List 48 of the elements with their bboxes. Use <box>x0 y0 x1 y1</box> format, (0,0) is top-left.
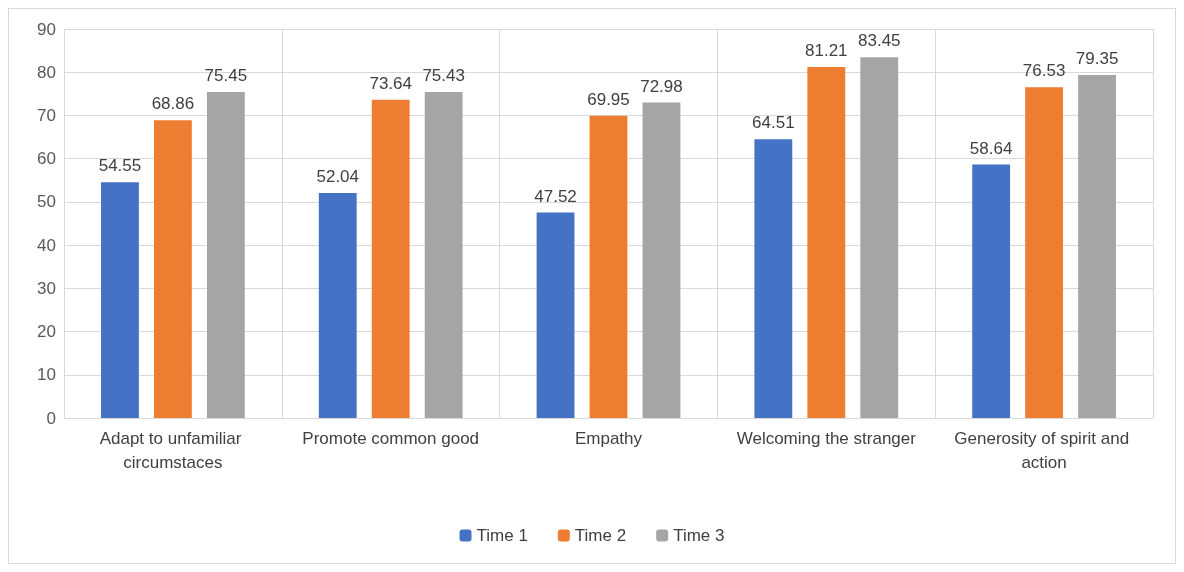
data-label: 73.64 <box>369 73 412 93</box>
y-tick-label: 40 <box>37 235 56 255</box>
bar <box>589 115 628 418</box>
y-tick-label: 10 <box>37 365 56 385</box>
bar <box>153 120 192 418</box>
data-label: 54.55 <box>98 156 142 176</box>
data-label: 68.86 <box>151 94 195 114</box>
data-label: 52.04 <box>316 167 360 187</box>
data-label: 83.45 <box>857 31 901 51</box>
x-tick-label: Promote common good <box>302 428 480 448</box>
bar <box>318 193 357 418</box>
legend-label: Time 2 <box>574 526 627 545</box>
bar <box>1025 87 1064 418</box>
data-label: 79.35 <box>1075 49 1119 69</box>
data-label: 72.98 <box>640 76 683 96</box>
y-tick-label: 80 <box>37 62 56 82</box>
data-label: 76.53 <box>1022 61 1066 81</box>
data-label: 64.51 <box>752 113 795 133</box>
y-tick-label: 0 <box>46 408 56 428</box>
y-tick-label: 60 <box>37 149 56 169</box>
x-tick-label: Empathy <box>574 428 643 448</box>
data-label: 75.43 <box>422 65 465 85</box>
data-label: 69.95 <box>587 89 630 109</box>
bar <box>1078 75 1116 418</box>
bar <box>860 57 899 418</box>
x-tick-label: Welcoming the stranger <box>736 428 917 448</box>
y-tick-label: 20 <box>37 322 56 342</box>
y-tick-label: 50 <box>37 192 56 212</box>
data-label: 47.52 <box>534 186 577 206</box>
bar <box>371 99 410 418</box>
bar <box>754 139 793 418</box>
x-tick-label: Adapt to unfamiliar circumstaces <box>99 428 247 472</box>
data-label: 58.64 <box>969 138 1013 158</box>
bar <box>642 102 681 418</box>
bar <box>972 164 1011 418</box>
bar <box>807 66 846 418</box>
x-tick-label: Generosity of spirit and action <box>954 428 1134 472</box>
bar <box>536 212 575 418</box>
y-tick-label: 70 <box>37 105 56 125</box>
bar <box>424 91 463 418</box>
legend-label: Time 3 <box>673 526 725 545</box>
data-label: 75.45 <box>204 65 248 85</box>
y-tick-label: 90 <box>37 19 56 39</box>
bar <box>101 182 139 418</box>
legend-label: Time 1 <box>476 526 528 545</box>
data-label: 81.21 <box>805 40 848 60</box>
y-tick-label: 30 <box>37 278 56 298</box>
bar <box>206 91 245 418</box>
